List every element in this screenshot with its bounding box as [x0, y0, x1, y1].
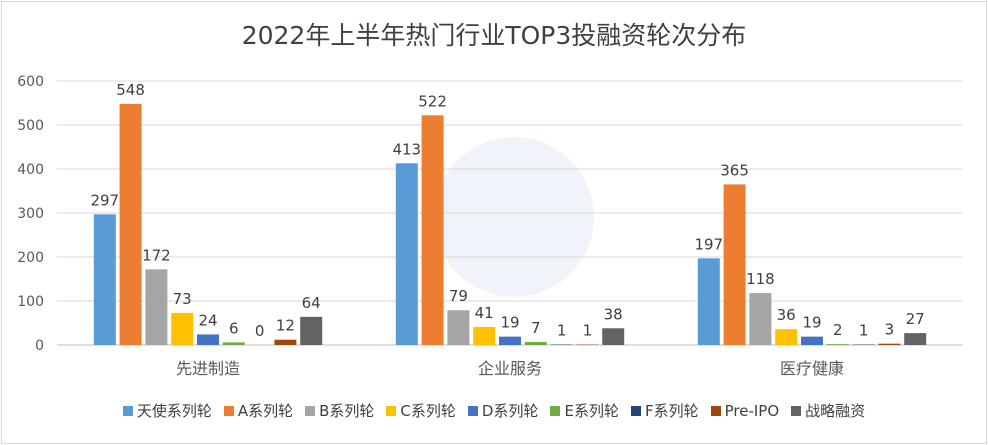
bar: [171, 312, 194, 345]
data-label: 12: [276, 317, 295, 335]
bar: [473, 326, 496, 345]
legend-label: D系列轮: [481, 402, 539, 420]
bar: [145, 269, 168, 345]
data-label: 73: [173, 290, 192, 308]
legend: 天使系列轮 A系列轮 B系列轮 C系列轮 D系列轮 E系列轮 F系列轮 Pre-IPO 战略融资: [0, 400, 988, 421]
y-tick-label: 0: [35, 338, 44, 354]
bar: [222, 342, 245, 345]
y-tick-label: 600: [17, 74, 44, 90]
data-label: 118: [746, 270, 775, 288]
legend-label: E系列轮: [564, 402, 619, 420]
bar: [197, 334, 219, 345]
legend-swatch: [122, 405, 133, 416]
bar: [499, 336, 521, 345]
bar: [749, 293, 772, 345]
legend-swatch: [791, 405, 802, 416]
bar: [524, 341, 547, 345]
bar: [119, 103, 142, 345]
legend-swatch: [305, 405, 316, 416]
legend-swatch: [467, 405, 478, 416]
bar: [775, 329, 798, 345]
data-label: 36: [777, 306, 796, 324]
data-label: 7: [531, 319, 541, 337]
y-tick-label: 400: [17, 162, 44, 178]
data-label: 413: [392, 140, 421, 158]
legend-label: 天使系列轮: [136, 402, 212, 420]
data-label: 24: [198, 311, 217, 329]
y-axis-ticks: 0 100 200 300 400 500 600: [17, 74, 44, 354]
data-label: 1: [557, 322, 567, 340]
legend-item: 天使系列轮: [122, 400, 212, 421]
legend-item: E系列轮: [550, 400, 619, 421]
data-label: 197: [694, 235, 723, 253]
legend-item: F系列轮: [630, 400, 699, 421]
watermark-logo: [434, 137, 594, 297]
legend-swatch: [386, 405, 397, 416]
bar: [300, 316, 323, 345]
legend-swatch: [223, 405, 234, 416]
x-tick-label: 医疗健康: [780, 359, 844, 378]
data-label: 6: [229, 319, 239, 337]
legend-label: B系列轮: [319, 402, 375, 420]
x-axis-ticks: 先进制造 企业服务 医疗健康: [176, 359, 844, 378]
legend-item: Pre-IPO: [710, 400, 780, 421]
legend-item: A系列轮: [223, 400, 294, 421]
legend-item: B系列轮: [305, 400, 374, 421]
y-tick-label: 200: [17, 250, 44, 266]
bar: [826, 344, 849, 345]
data-label: 64: [302, 294, 321, 312]
data-label: 19: [500, 314, 519, 332]
bar: [697, 258, 720, 345]
legend-label: F系列轮: [644, 402, 699, 420]
chart-title: 2022年上半年热门行业TOP3投融资轮次分布: [241, 21, 747, 50]
data-label: 27: [906, 310, 925, 328]
data-label: 522: [418, 92, 447, 110]
legend-item: D系列轮: [467, 400, 539, 421]
y-tick-label: 100: [17, 294, 44, 310]
bar: [421, 115, 444, 345]
data-label: 19: [802, 314, 821, 332]
legend-item: C系列轮: [386, 400, 456, 421]
data-label: 297: [90, 191, 119, 209]
bar: [274, 339, 297, 345]
legend-item: 战略融资: [791, 400, 865, 421]
y-tick-label: 300: [17, 206, 44, 222]
bar: [447, 310, 470, 345]
data-label: 0: [255, 322, 265, 340]
data-label: 38: [604, 305, 623, 323]
bar: [395, 163, 418, 345]
bars: [93, 103, 927, 345]
data-label: 41: [475, 304, 494, 322]
data-label: 365: [720, 161, 749, 179]
x-tick-label: 企业服务: [478, 359, 542, 378]
bar: [723, 184, 746, 345]
data-label: 172: [142, 246, 171, 264]
data-label: 548: [116, 81, 145, 99]
x-tick-label: 先进制造: [176, 359, 240, 378]
data-label: 1: [859, 322, 869, 340]
bar: [602, 328, 625, 345]
legend-label: Pre-IPO: [724, 401, 780, 420]
legend-swatch: [630, 405, 641, 416]
data-label: 1: [583, 322, 593, 340]
data-label: 79: [449, 287, 468, 305]
gridlines: [57, 80, 963, 346]
legend-label: 战略融资: [805, 402, 866, 420]
legend-label: A系列轮: [237, 402, 294, 420]
bar: [878, 343, 901, 345]
bar: [904, 333, 927, 345]
y-tick-label: 500: [17, 118, 44, 134]
bar: [801, 336, 823, 345]
legend-label: C系列轮: [400, 402, 456, 420]
data-label: 2: [833, 321, 843, 339]
data-label: 3: [885, 321, 895, 339]
legend-swatch: [710, 405, 721, 416]
legend-swatch: [550, 405, 561, 416]
bar: [93, 214, 116, 345]
